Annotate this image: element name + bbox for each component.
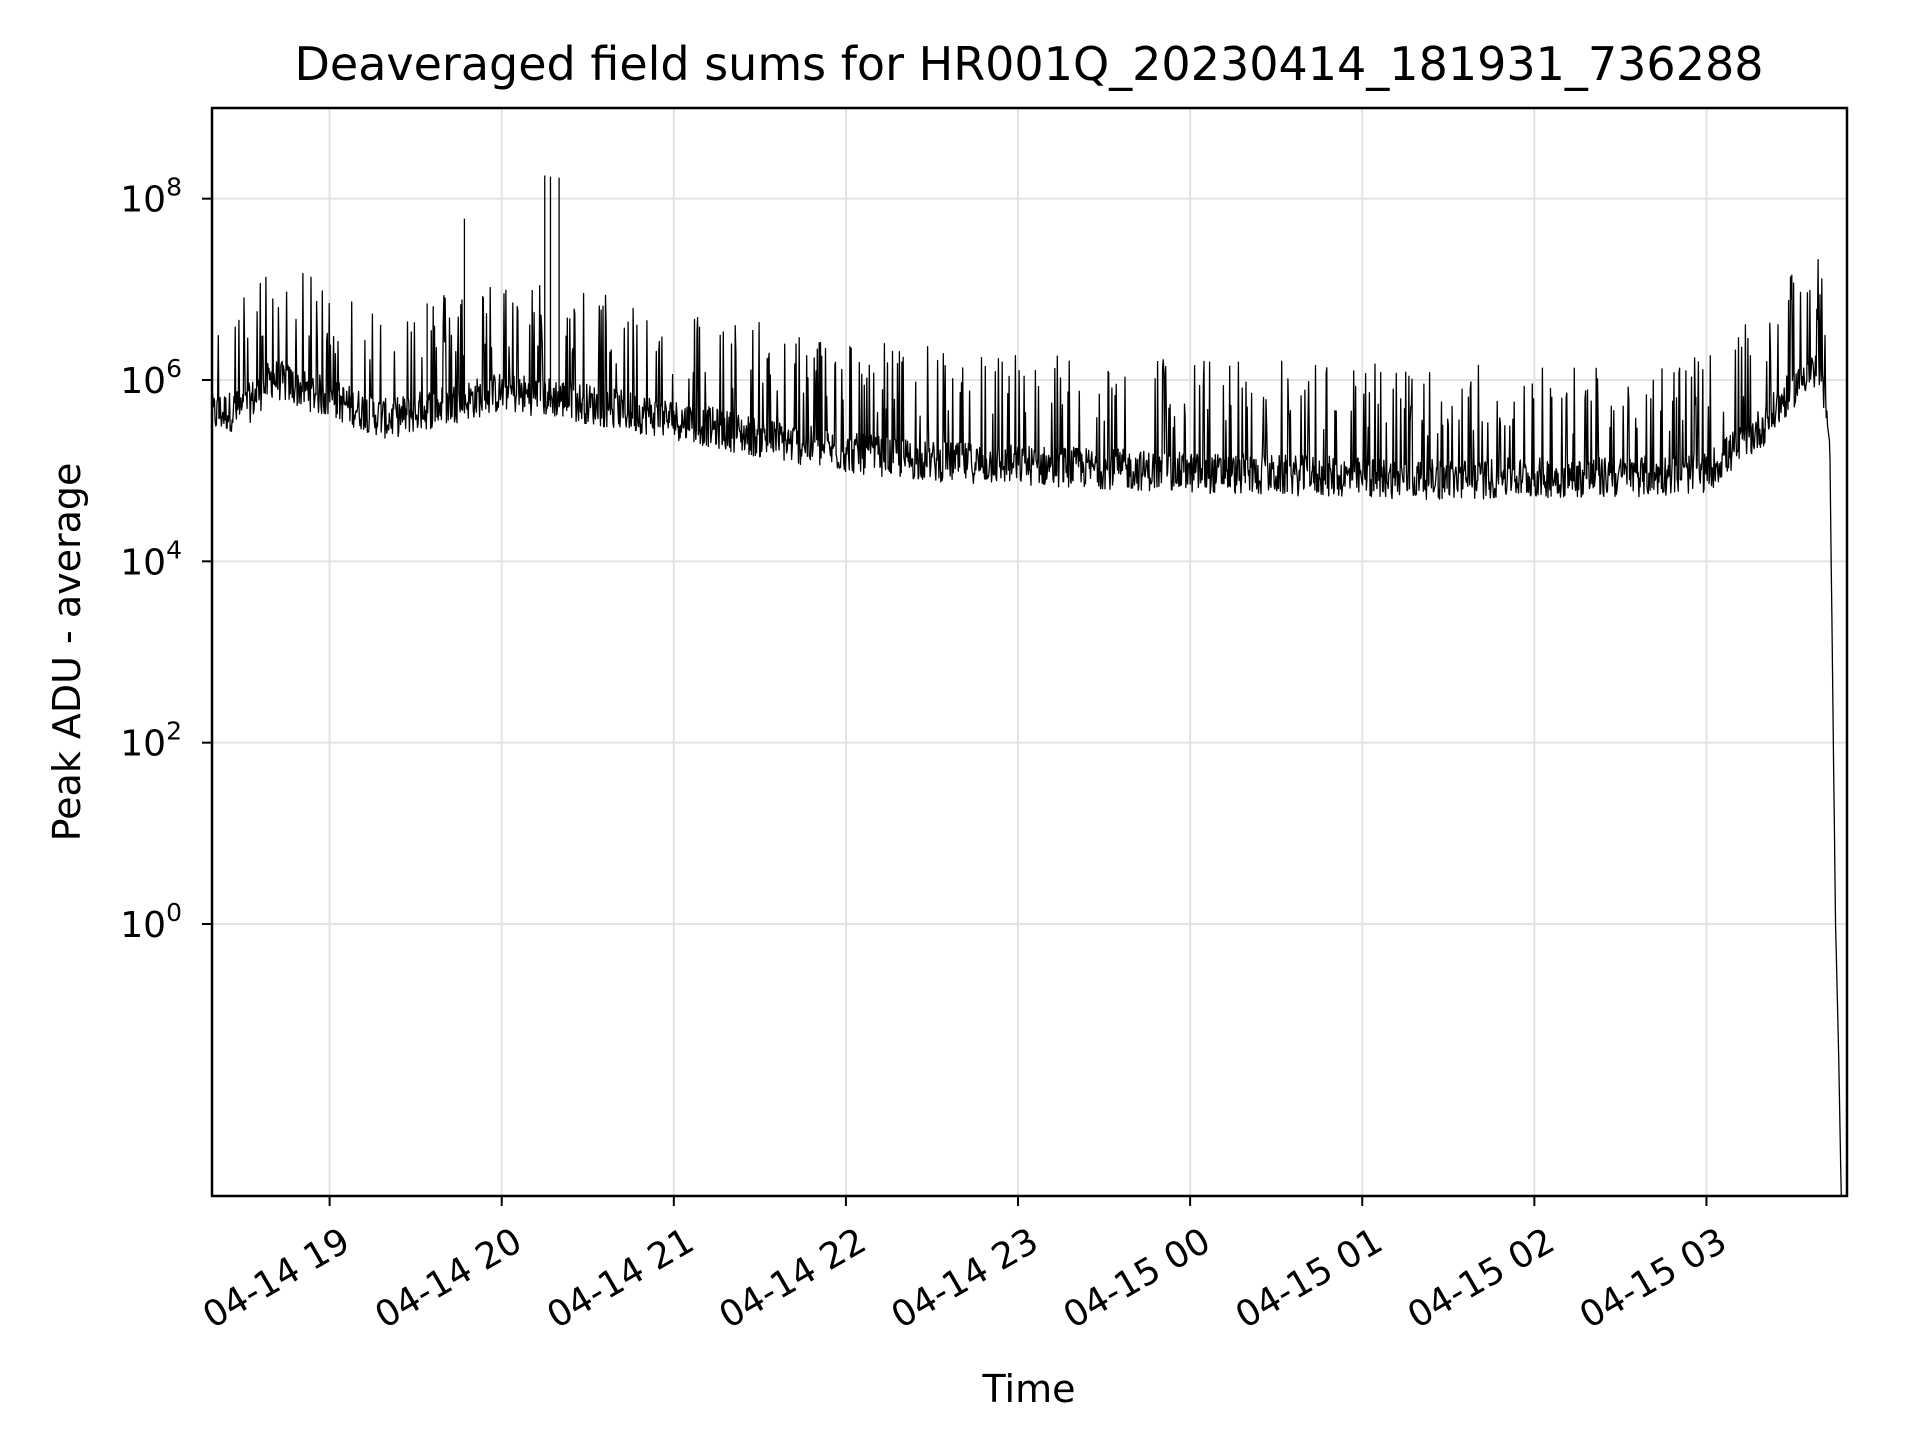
y-tick-base: 10	[120, 180, 166, 221]
y-tick-label: 106	[120, 354, 182, 402]
y-tick-base: 10	[120, 542, 166, 583]
y-tick-base: 10	[120, 361, 166, 402]
y-tick-exponent: 4	[166, 535, 182, 564]
y-tick-label: 100	[120, 898, 182, 946]
y-tick-label: 108	[120, 173, 182, 221]
y-tick-base: 10	[120, 905, 166, 946]
plot-frame	[210, 106, 1849, 1198]
data-layer	[211, 175, 1842, 1197]
chart-title: Deaveraged field sums for HR001Q_2023041…	[294, 37, 1763, 91]
y-tick-exponent: 8	[166, 173, 182, 202]
y-tick-label: 104	[120, 535, 182, 583]
y-tick-exponent: 6	[166, 354, 182, 383]
y-axis-label: Peak ADU - average	[45, 463, 89, 842]
y-tick-base: 10	[120, 724, 166, 765]
y-tick-exponent: 0	[166, 898, 182, 927]
y-tick-label: 102	[120, 717, 182, 765]
series-line	[211, 259, 1842, 1197]
y-tick-exponent: 2	[166, 717, 182, 746]
x-axis-label: Time	[982, 1367, 1076, 1411]
